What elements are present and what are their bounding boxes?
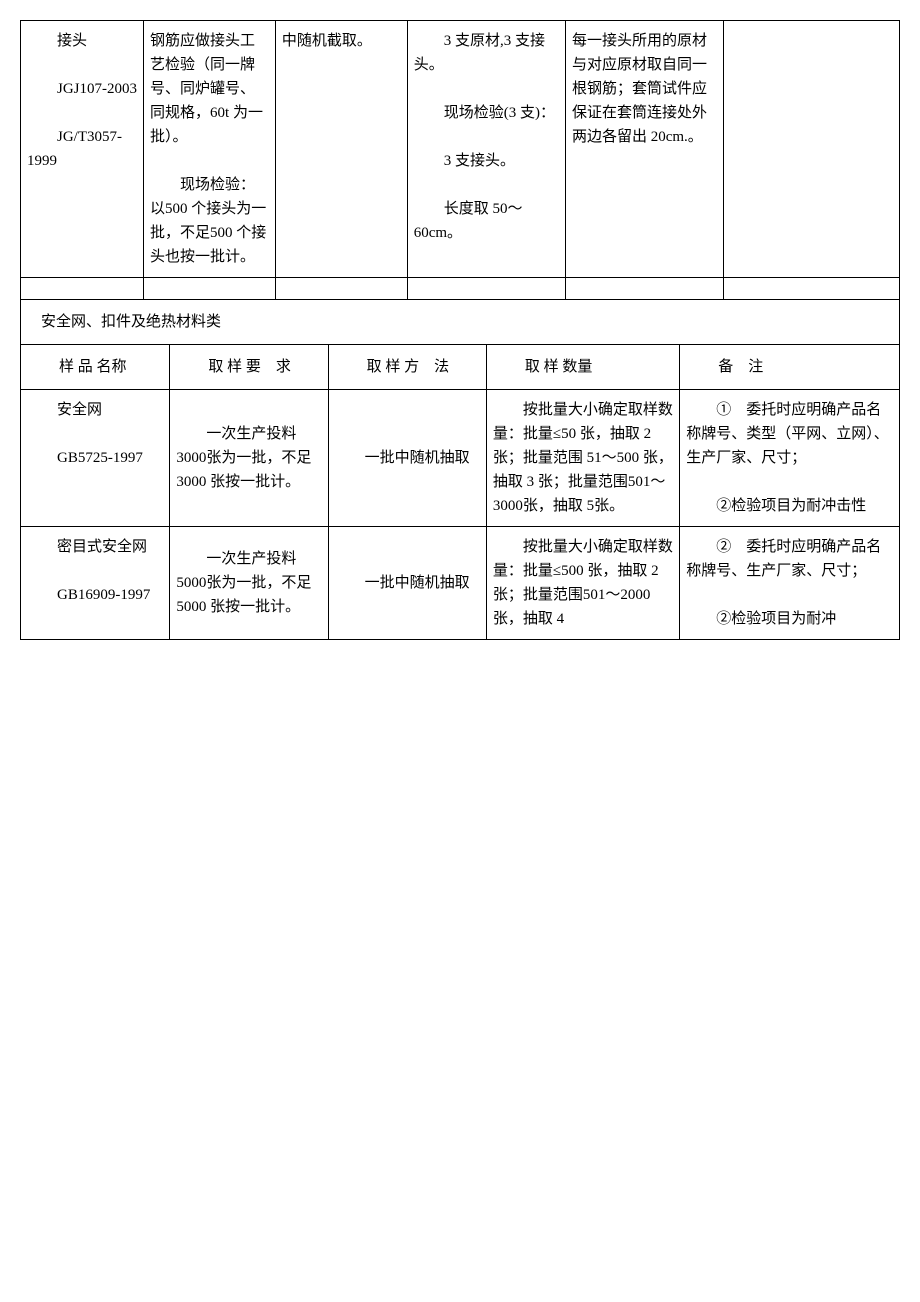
header-req: 取 样 要 求 [170,345,328,390]
header-qty: 取 样 数量 [486,345,679,390]
cell-note: 每一接头所用的原材与对应原材取自同一根钢筋；套筒试件应保证在套筒连接处外两边各留… [565,21,723,278]
cell-req: 钢筋应做接头工艺检验（同一牌号、同炉罐号、同规格，60t 为一批）。 现场检验：… [144,21,276,278]
header-note: 备 注 [680,345,900,390]
cell-qty: 3 支原材,3 支接头。 现场检验(3 支)： 3 支接头。 长度取 50～60… [407,21,565,278]
table-rebar-joint: 接头 JGJ107-2003 JG/T3057-1999 钢筋应做接头工艺检验（… [20,20,900,300]
cell-extra [724,21,900,278]
cell-name: 接头 JGJ107-2003 JG/T3057-1999 [21,21,144,278]
cell-method: 中随机截取。 [275,21,407,278]
cell-qty: 按批量大小确定取样数量：批量≤500 张，抽取 2 张；批量范围501～2000… [486,527,679,640]
table-row: 接头 JGJ107-2003 JG/T3057-1999 钢筋应做接头工艺检验（… [21,21,900,278]
cell-qty: 按批量大小确定取样数量：批量≤50 张，抽取 2 张；批量范围 51～500 张… [486,390,679,527]
cell-method: 一批中随机抽取 [328,527,486,640]
cell-name: 安全网 GB5725-1997 [21,390,170,527]
header-name: 样 品 名称 [21,345,170,390]
section-title: 安全网、扣件及绝热材料类 [21,300,900,345]
table-row-empty [21,278,900,300]
table-header-row: 样 品 名称 取 样 要 求 取 样 方 法 取 样 数量 备 注 [21,345,900,390]
section-title-row: 安全网、扣件及绝热材料类 [21,300,900,345]
cell-name: 密目式安全网 GB16909-1997 [21,527,170,640]
cell-req: 一次生产投料 3000张为一批，不足 3000 张按一批计。 [170,390,328,527]
table-row: 密目式安全网 GB16909-1997 一次生产投料 5000张为一批，不足 5… [21,527,900,640]
cell-note: ① 委托时应明确产品名称牌号、类型（平网、立网）、生产厂家、尺寸； ②检验项目为… [680,390,900,527]
cell-note: ② 委托时应明确产品名称牌号、生产厂家、尺寸； ②检验项目为耐冲 [680,527,900,640]
cell-method: 一批中随机抽取 [328,390,486,527]
cell-req: 一次生产投料 5000张为一批，不足 5000 张按一批计。 [170,527,328,640]
table-safety-net: 安全网、扣件及绝热材料类 [20,299,900,345]
table-safety-net-data: 样 品 名称 取 样 要 求 取 样 方 法 取 样 数量 备 注 安全网 GB… [20,344,900,640]
header-method: 取 样 方 法 [328,345,486,390]
table-row: 安全网 GB5725-1997 一次生产投料 3000张为一批，不足 3000 … [21,390,900,527]
